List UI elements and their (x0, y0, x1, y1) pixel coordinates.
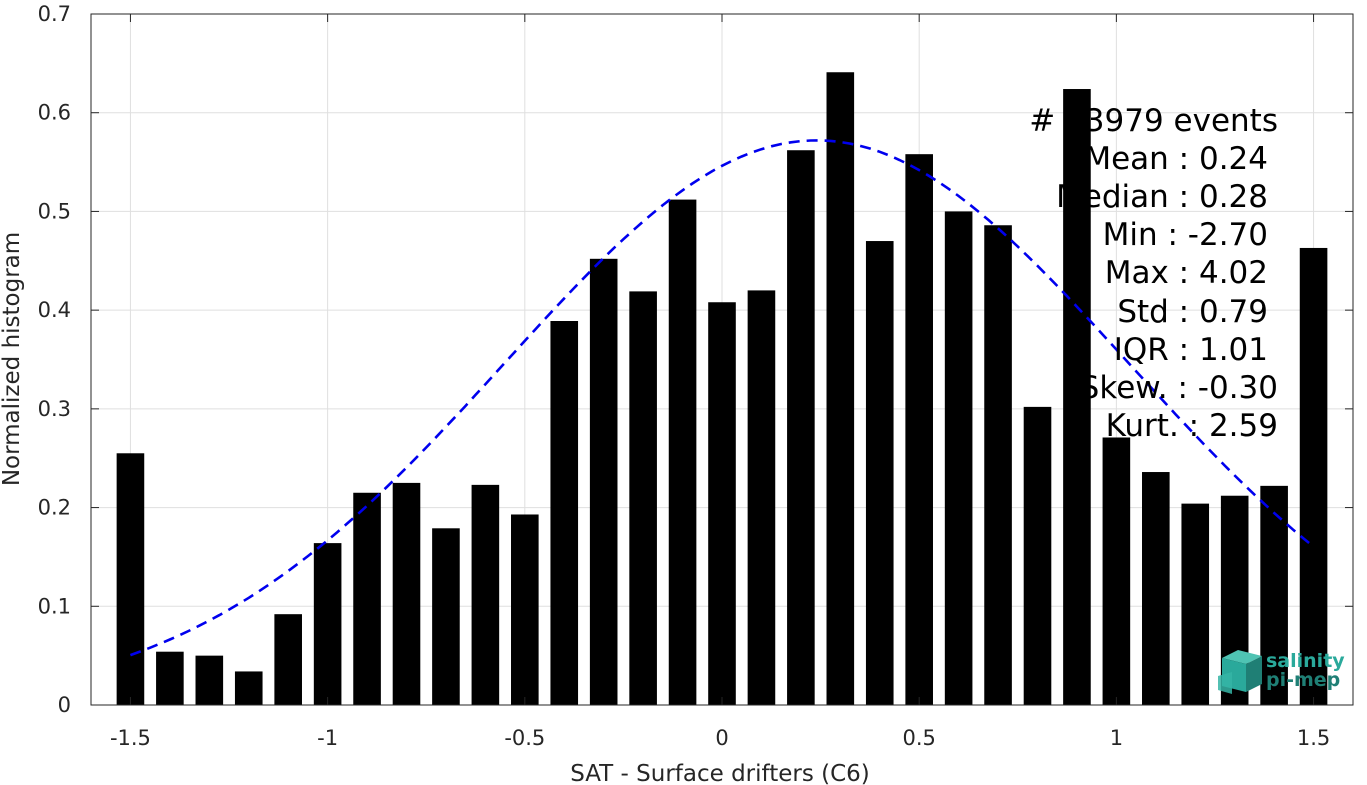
stat-min: Min : -2.70 (1103, 217, 1268, 253)
x-tick-label: 0 (715, 726, 728, 750)
stat-iqr: IQR : 1.01 (1114, 332, 1268, 368)
histogram-bar (865, 241, 894, 706)
x-tick-label: 1 (1110, 726, 1123, 750)
histogram-bar (1023, 406, 1052, 705)
histogram-bar (432, 528, 460, 705)
salinity-logo: salinity pi-mep (1218, 650, 1345, 694)
y-tick-label: 0.6 (38, 101, 71, 125)
x-axis-label: SAT - Surface drifters (C6) (570, 761, 870, 785)
logo-line-2: pi-mep (1266, 669, 1340, 691)
y-tick-label: 0.1 (38, 594, 71, 618)
histogram-bar (1260, 485, 1288, 705)
histogram-bar (550, 321, 579, 705)
y-tick-label: 0.5 (38, 199, 71, 223)
y-tick-label: 0.3 (38, 397, 71, 421)
axis-ticks: -1.5 -1 -0.5 0 0.5 1 1.5 0 0.1 0.2 0.3 0.4 0.5 0.6 0.7 (38, 2, 1353, 750)
histogram-bar (1181, 503, 1210, 705)
histogram-bar (629, 291, 657, 705)
histogram-bar (1299, 247, 1328, 705)
y-tick-label: 0 (58, 693, 71, 717)
cube-icon (1218, 650, 1262, 694)
histogram-bar (826, 72, 855, 705)
histogram-bar (234, 671, 263, 705)
histogram-bar (668, 199, 697, 705)
histogram-bar (589, 258, 618, 705)
histogram-bar (944, 211, 973, 705)
histogram-bar (747, 290, 776, 705)
stat-mean: Mean : 0.24 (1084, 141, 1268, 177)
histogram-bar (1102, 437, 1131, 705)
histogram-bar (156, 651, 184, 705)
histogram-bar (274, 614, 302, 705)
histogram-bar (1142, 472, 1170, 705)
histogram-bar (313, 543, 342, 705)
histogram-bar (708, 302, 736, 705)
stat-kurt: Kurt. : 2.59 (1106, 408, 1278, 444)
histogram-bars (116, 72, 1328, 706)
x-tick-label: -0.5 (504, 726, 545, 750)
logo-line-1: salinity (1266, 650, 1345, 672)
histogram-bar (984, 225, 1012, 705)
x-tick-label: -1 (317, 726, 338, 750)
stat-skew: Skew. : -0.30 (1080, 370, 1278, 406)
stat-median: Median : 0.28 (1056, 179, 1268, 215)
x-tick-label: 1.5 (1297, 726, 1330, 750)
histogram-bar (511, 514, 539, 705)
y-tick-label: 0.2 (38, 496, 71, 520)
histogram-bar (353, 492, 381, 705)
histogram-bar (1063, 89, 1091, 706)
histogram-bar (392, 482, 421, 705)
histogram-bar (116, 453, 145, 705)
normal-fit-curve (129, 139, 1315, 657)
histogram-bar (195, 655, 224, 705)
x-tick-label: -1.5 (110, 726, 151, 750)
stat-std: Std : 0.79 (1117, 294, 1268, 330)
histogram-bar (905, 154, 933, 705)
x-tick-label: 0.5 (902, 726, 935, 750)
y-axis-label: Normalized histogram (0, 232, 25, 486)
histogram-bar (471, 484, 500, 705)
y-tick-label: 0.4 (38, 298, 71, 322)
y-tick-label: 0.7 (38, 2, 71, 26)
stat-count: # 3979 events (1029, 103, 1278, 139)
stats-box: # 3979 events Mean : 0.24 Median : 0.28 … (1029, 103, 1278, 444)
histogram-bar (787, 150, 815, 705)
stat-max: Max : 4.02 (1105, 255, 1268, 291)
